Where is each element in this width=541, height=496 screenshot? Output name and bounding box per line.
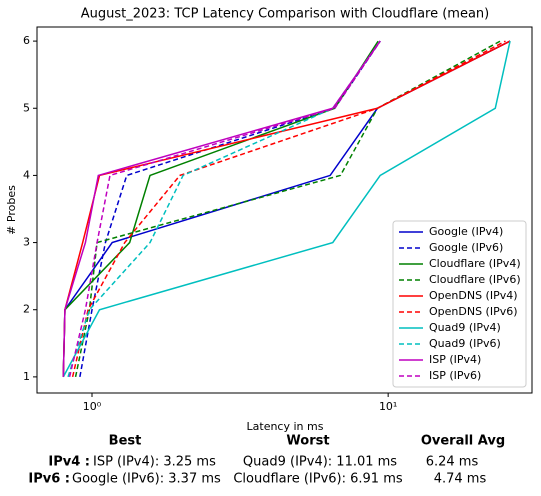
series-line — [62, 40, 381, 377]
summary-header: Best — [109, 434, 142, 449]
series-line — [68, 40, 381, 378]
legend-label: ISP (IPv6) — [429, 369, 481, 382]
y-tick-label: 2 — [23, 303, 30, 316]
summary-cell: 4.74 ms — [434, 472, 487, 487]
legend-label: Google (IPv4) — [429, 225, 503, 238]
legend-label: OpenDNS (IPv4) — [429, 289, 518, 302]
chart-title: August_2023: TCP Latency Comparison with… — [81, 7, 490, 22]
summary-cell: Google (IPv6): 3.37 ms — [72, 472, 221, 487]
legend-box — [392, 220, 527, 388]
plot-frame — [36, 26, 533, 394]
summary-cell: Quad9 (IPv4): 11.01 ms — [243, 455, 397, 470]
legend-label: Quad9 (IPv6) — [429, 337, 501, 350]
series-line — [67, 40, 381, 378]
legend-label: Quad9 (IPv4) — [429, 321, 501, 334]
y-tick-label: 5 — [23, 101, 30, 114]
x-axis-label: Latency in ms — [247, 420, 324, 433]
x-tick-label: 10¹ — [379, 400, 397, 413]
legend-label: Google (IPv6) — [429, 241, 503, 254]
summary-cell: 6.24 ms — [426, 455, 479, 470]
series-line — [79, 40, 381, 378]
y-tick-label: 4 — [23, 168, 30, 181]
summary-header: Worst — [286, 434, 329, 449]
series-line — [62, 40, 511, 378]
y-tick-label: 3 — [23, 236, 30, 249]
summary-cell: ISP (IPv4): 3.25 ms — [93, 455, 216, 470]
x-tick-label: 10⁰ — [83, 400, 102, 413]
summary-row-label: IPv4 : — [48, 455, 90, 470]
legend-label: Cloudflare (IPv6) — [429, 273, 521, 286]
legend-label: Cloudflare (IPv4) — [429, 257, 521, 270]
y-tick-label: 6 — [23, 34, 30, 47]
summary-cell: Cloudflare (IPv6): 6.91 ms — [233, 472, 403, 487]
summary-row-label: IPv6 : — [28, 472, 70, 487]
y-tick-label: 1 — [23, 370, 30, 383]
legend-label: OpenDNS (IPv6) — [429, 305, 518, 318]
legend-label: ISP (IPv4) — [429, 353, 481, 366]
summary-header: Overall Avg — [421, 434, 505, 449]
y-axis-label: # Probes — [5, 185, 18, 235]
